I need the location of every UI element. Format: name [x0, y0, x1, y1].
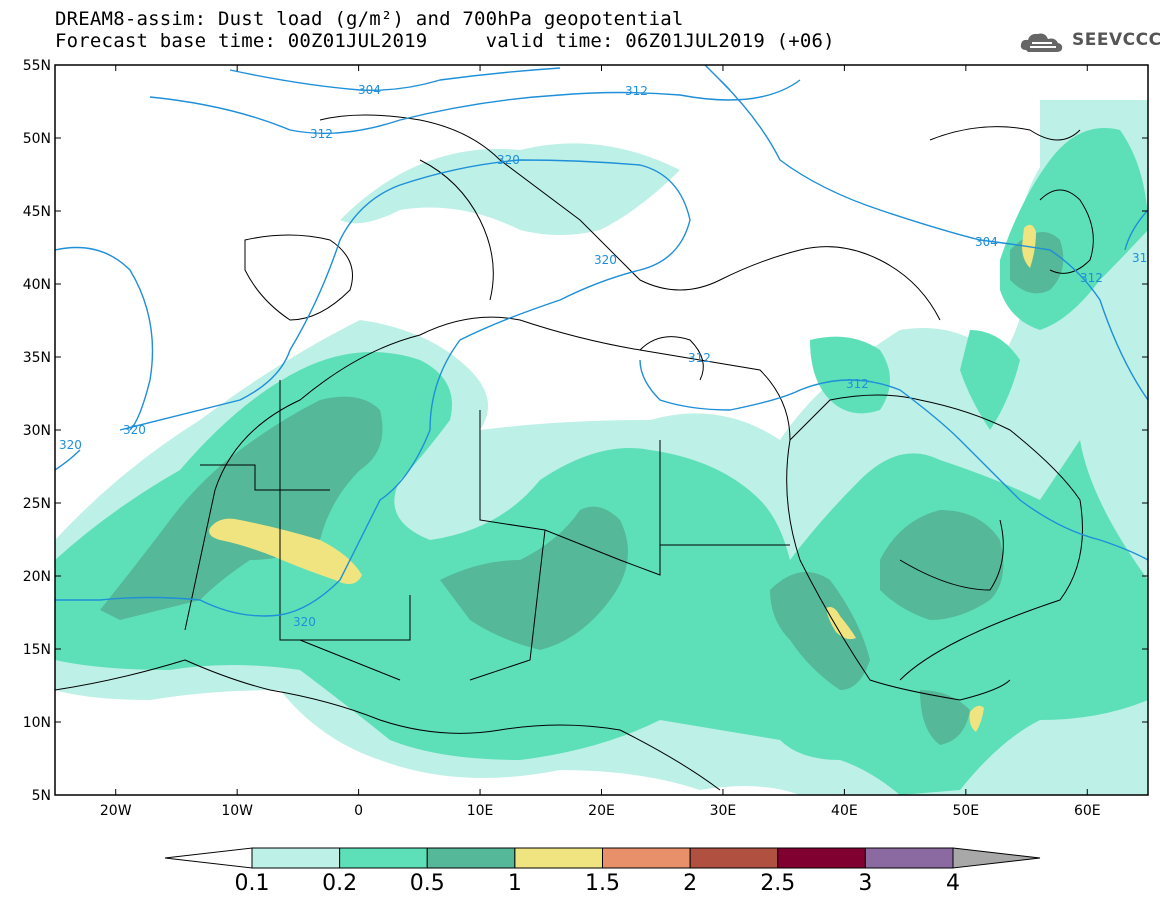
contour-label: 320: [59, 438, 82, 452]
colorbar-tick-label: 1.5: [585, 871, 620, 896]
contour-label: 320: [293, 615, 316, 629]
longitude-axis: 20W 10W 0 10E 20E 30E 40E 50E 60E: [100, 65, 1101, 819]
lat-tick-label: 45N: [23, 204, 51, 220]
lat-tick-label: 10N: [23, 715, 51, 731]
lat-tick-label: 50N: [23, 131, 51, 147]
colorbar-cell: [952, 847, 1041, 869]
lon-tick-label: 20W: [100, 803, 132, 819]
title-line-1: DREAM8-assim: Dust load (g/m²) and 700hP…: [55, 8, 684, 30]
contour-label: 312: [310, 127, 333, 141]
lon-tick-label: 20E: [588, 803, 615, 819]
contour-label: 320: [594, 253, 617, 267]
dust-level-0-5: [100, 232, 1064, 745]
colorbar-cell: [164, 847, 253, 869]
lat-tick-label: 5N: [32, 788, 51, 804]
geopotential-contours: [55, 65, 1148, 617]
lat-tick-label: 20N: [23, 569, 51, 585]
colorbar-tick-label: 0.2: [322, 871, 357, 896]
colorbar-cell: [864, 847, 954, 869]
colorbar-cell: [251, 847, 341, 869]
lon-tick-label: 0: [354, 803, 363, 819]
colorbar-tick-label: 2.5: [760, 871, 795, 896]
colorbar-cell: [514, 847, 603, 869]
lat-tick-label: 55N: [23, 58, 51, 74]
colorbar-tick-label: 1: [508, 871, 522, 896]
colorbar-cell: [602, 847, 691, 869]
lon-tick-label: 40E: [831, 803, 858, 819]
colorbar-tick-label: 2: [683, 871, 697, 896]
colorbar-tick-label: 3: [858, 871, 872, 896]
contour-label: 312: [1080, 271, 1103, 285]
contour-label: 320: [497, 153, 520, 167]
seevccc-logo: SEEVCCC: [1018, 28, 1161, 56]
colorbar-tick-label: 0.5: [410, 871, 445, 896]
lat-tick-label: 35N: [23, 350, 51, 366]
contour-label: 304: [358, 83, 381, 97]
latitude-axis: 55N 50N 45N 40N 35N 30N 25N 20N 15N 10N 5N: [23, 58, 1148, 804]
colorbar-cell: [689, 847, 779, 869]
coastlines: [55, 114, 1094, 791]
contour-label: 31: [1132, 251, 1147, 265]
cloud-logo-icon: [1020, 33, 1063, 52]
colorbar-tick-label: 4: [946, 871, 960, 896]
lon-tick-label: 10E: [467, 803, 494, 819]
lon-tick-label: 10W: [221, 803, 253, 819]
contour-label: 320: [123, 423, 146, 437]
colorbar-cell: [777, 847, 866, 869]
dust-fields: [55, 100, 1148, 795]
lat-tick-label: 40N: [23, 277, 51, 293]
lon-tick-label: 30E: [710, 803, 737, 819]
contour-label: 304: [975, 235, 998, 249]
contour-label: 312: [625, 84, 648, 98]
logo-text: SEEVCCC: [1072, 30, 1162, 50]
colorbar-tick-label: 0.1: [235, 871, 270, 896]
lat-tick-label: 30N: [23, 423, 51, 439]
contour-label: 312: [846, 377, 869, 391]
lon-tick-label: 50E: [952, 803, 979, 819]
colorbar-cell: [339, 847, 428, 869]
lat-tick-label: 15N: [23, 642, 51, 658]
contour-label: 312: [688, 351, 711, 365]
colorbar-cell: [426, 847, 516, 869]
map-title: DREAM8-assim: Dust load (g/m²) and 700hP…: [55, 8, 835, 52]
title-line-2: Forecast base time: 00Z01JUL2019 valid t…: [55, 30, 835, 52]
colorbar: 0.1 0.2 0.5 1 1.5 2 2.5 3 4: [164, 847, 1041, 896]
lat-tick-label: 25N: [23, 496, 51, 512]
lon-tick-label: 60E: [1074, 803, 1101, 819]
contour-labels: 304 312 312 320 320 312 312 304 312 31 3…: [59, 83, 1147, 629]
